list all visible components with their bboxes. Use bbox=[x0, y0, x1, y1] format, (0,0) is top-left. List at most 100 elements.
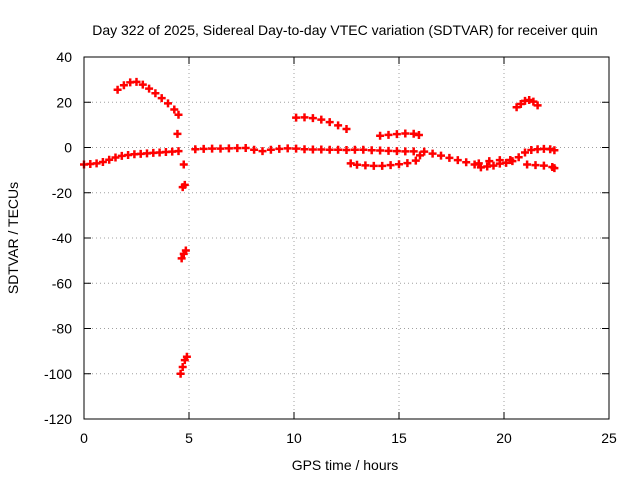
data-point bbox=[164, 99, 172, 108]
y-axis-ticks: -120 -100 -80 -60 -40 -20 0 20 40 bbox=[44, 49, 609, 427]
x-tick-label: 25 bbox=[601, 430, 617, 446]
data-point bbox=[350, 145, 359, 154]
data-point bbox=[174, 110, 183, 119]
data-point bbox=[177, 254, 186, 263]
data-point bbox=[250, 145, 259, 154]
data-point bbox=[401, 129, 410, 138]
data-point bbox=[119, 81, 128, 90]
x-tick-label: 15 bbox=[391, 430, 407, 446]
data-point bbox=[334, 121, 343, 130]
data-point bbox=[181, 246, 190, 255]
data-point bbox=[411, 156, 420, 165]
y-tick-label: 0 bbox=[64, 140, 72, 156]
data-point bbox=[361, 161, 370, 170]
data-point bbox=[170, 105, 179, 114]
data-point bbox=[233, 144, 242, 153]
data-point bbox=[409, 147, 418, 156]
data-point bbox=[445, 153, 454, 162]
data-point bbox=[401, 147, 410, 156]
data-point bbox=[308, 114, 317, 123]
data-point bbox=[157, 94, 166, 103]
y-tick-label: -60 bbox=[52, 275, 72, 291]
y-tick-label: -120 bbox=[44, 411, 72, 427]
data-point bbox=[369, 161, 378, 170]
data-point bbox=[179, 160, 188, 169]
grid-lines bbox=[84, 57, 609, 419]
data-point bbox=[325, 118, 334, 127]
data-point bbox=[384, 130, 393, 139]
data-point bbox=[512, 103, 521, 112]
data-point bbox=[151, 89, 160, 98]
data-point bbox=[308, 145, 317, 154]
data-point bbox=[292, 113, 301, 122]
data-point bbox=[521, 148, 529, 157]
data-point bbox=[216, 144, 225, 153]
data-point bbox=[224, 144, 233, 153]
data-point bbox=[258, 147, 267, 156]
data-point bbox=[292, 144, 301, 153]
data-point bbox=[550, 164, 559, 173]
data-point bbox=[145, 84, 154, 93]
data-point bbox=[176, 369, 185, 378]
data-point bbox=[317, 115, 326, 124]
data-point bbox=[359, 145, 368, 154]
y-tick-label: -40 bbox=[52, 230, 72, 246]
data-point bbox=[403, 159, 412, 168]
data-point bbox=[317, 145, 326, 154]
data-point bbox=[531, 161, 540, 170]
data-point bbox=[138, 80, 147, 89]
data-point bbox=[98, 157, 107, 166]
data-point bbox=[485, 157, 494, 166]
data-point bbox=[266, 145, 275, 154]
x-tick-label: 5 bbox=[185, 430, 193, 446]
data-point bbox=[414, 131, 423, 140]
data-point bbox=[525, 95, 534, 104]
data-point bbox=[346, 159, 355, 168]
data-point bbox=[462, 158, 471, 167]
data-point bbox=[502, 158, 511, 167]
data-point bbox=[539, 161, 548, 170]
data-point bbox=[474, 159, 483, 168]
data-point bbox=[529, 97, 538, 106]
data-point bbox=[325, 145, 334, 154]
data-point bbox=[409, 129, 418, 138]
data-point bbox=[342, 124, 351, 133]
data-point bbox=[453, 156, 462, 165]
data-point bbox=[300, 145, 309, 154]
data-point bbox=[182, 352, 191, 361]
data-point bbox=[173, 129, 182, 138]
data-point bbox=[550, 146, 559, 155]
data-point bbox=[392, 147, 401, 156]
x-tick-label: 20 bbox=[496, 430, 512, 446]
plot-frame bbox=[83, 56, 610, 420]
x-tick-label: 10 bbox=[286, 430, 302, 446]
data-point bbox=[395, 160, 403, 169]
data-point bbox=[428, 149, 437, 158]
y-tick-label: -20 bbox=[52, 185, 72, 201]
data-point bbox=[178, 362, 187, 371]
data-point bbox=[516, 100, 525, 109]
y-axis-label: SDTVAR / TECUs bbox=[5, 182, 21, 294]
data-point bbox=[208, 144, 217, 153]
data-point bbox=[113, 85, 122, 94]
data-point bbox=[514, 153, 523, 162]
y-tick-label: -100 bbox=[44, 366, 72, 382]
data-point bbox=[384, 146, 393, 155]
data-point bbox=[92, 159, 101, 168]
data-point bbox=[342, 145, 351, 154]
data-point bbox=[191, 145, 200, 154]
data-point bbox=[392, 130, 401, 139]
y-tick-label: 20 bbox=[56, 94, 72, 110]
data-point bbox=[523, 160, 532, 169]
data-point bbox=[376, 146, 385, 155]
x-axis-ticks: 0 5 10 15 20 25 bbox=[80, 57, 617, 446]
data-point bbox=[416, 151, 424, 160]
x-tick-label: 0 bbox=[80, 430, 88, 446]
data-point bbox=[300, 113, 309, 122]
data-point bbox=[495, 156, 504, 165]
y-tick-label: -80 bbox=[52, 321, 72, 337]
y-tick-label: 40 bbox=[56, 49, 72, 65]
data-point bbox=[420, 147, 429, 156]
data-point bbox=[334, 145, 343, 154]
